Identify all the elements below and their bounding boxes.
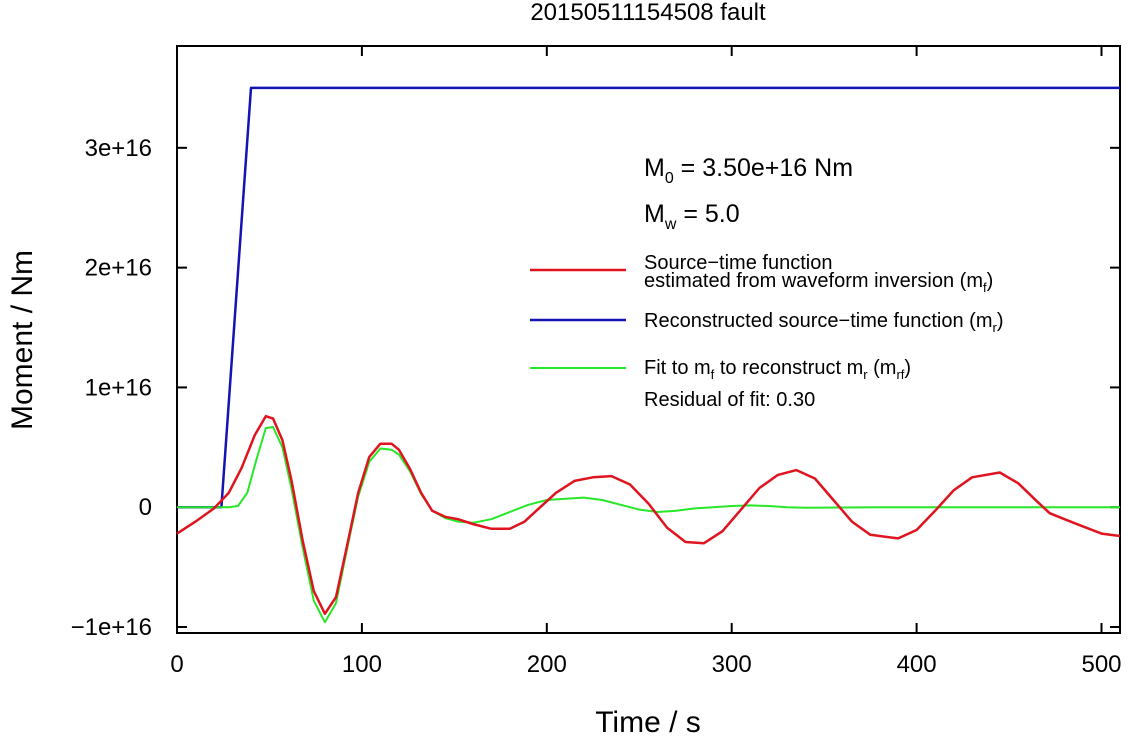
plot-frame xyxy=(176,45,1121,634)
residual-annotation: Residual of fit: 0.30 xyxy=(644,389,815,411)
legend-label-mf-line1: Source−time function xyxy=(644,252,832,274)
x-tick-label: 100 xyxy=(342,651,382,678)
x-tick-label: 300 xyxy=(712,651,752,678)
series-line-mf xyxy=(176,414,1121,616)
y-axis-title: Moment / Nm xyxy=(6,250,39,430)
x-tick-label: 0 xyxy=(170,651,183,678)
x-tick-label: 200 xyxy=(527,651,567,678)
series-lines xyxy=(176,86,1121,624)
axis-ticks: 0 100 200 300 400 500 −1e+16 0 1e+16 2e+16 3e+16 xyxy=(71,46,1122,678)
legend-label-mrf: Fit to mf to reconstruct mr (mrf) xyxy=(644,357,911,382)
series-line-mr xyxy=(177,86,1120,509)
y-tick-label: 0 xyxy=(139,494,152,521)
y-tick-label: −1e+16 xyxy=(71,614,152,641)
chart-title: 20150511154508 fault xyxy=(530,0,766,26)
x-axis-title: Time / s xyxy=(595,706,701,736)
x-tick-label: 400 xyxy=(897,651,937,678)
y-tick-label: 1e+16 xyxy=(85,374,152,401)
m0-annotation: M0 = 3.50e+16 Nm xyxy=(644,154,853,187)
mw-annotation: Mw = 5.0 xyxy=(644,200,740,233)
legend-label-mr: Reconstructed source−time function (mr) xyxy=(644,310,1004,335)
y-tick-label: 2e+16 xyxy=(85,255,152,282)
y-tick-label: 3e+16 xyxy=(85,135,152,162)
x-tick-label: 500 xyxy=(1081,651,1121,678)
series-line-mrf xyxy=(177,426,1120,624)
legend-label-mf-line2: estimated from waveform inversion (mf) xyxy=(644,270,993,295)
